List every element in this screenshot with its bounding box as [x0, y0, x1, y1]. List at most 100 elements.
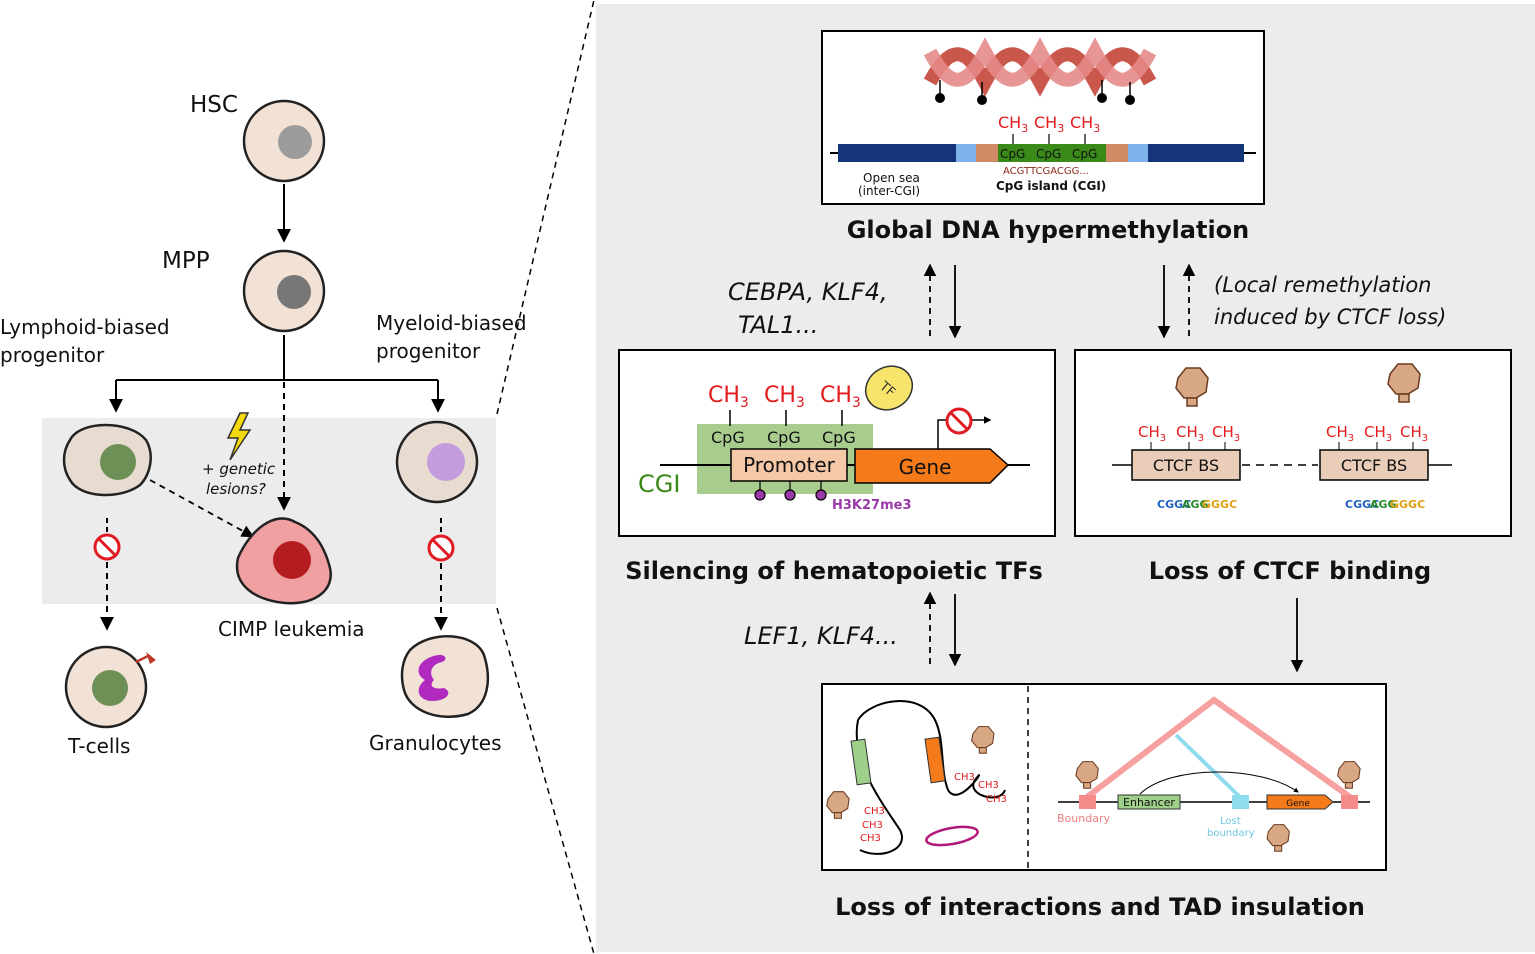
myeloid-label-1: Myeloid-biased	[376, 311, 527, 335]
promoter-box	[730, 448, 848, 482]
branch-lines	[109, 335, 445, 511]
tf-protein: TF	[864, 365, 914, 411]
tad-title: Loss of interactions and TAD insulation	[835, 893, 1365, 921]
svg-text:CH3: CH3	[1212, 423, 1240, 444]
zoom-line-bottom	[496, 607, 595, 954]
promoter-label: Promoter	[743, 453, 836, 477]
svg-text:CGGC: CGGC	[1345, 498, 1379, 511]
svg-text:CH3: CH3	[864, 806, 885, 817]
svg-text:AGG: AGG	[1370, 498, 1397, 511]
ctcf-bs-label-2: CTCF BS	[1341, 456, 1407, 475]
t-cell	[64, 645, 156, 729]
top-methyl-groups: CH3 CH3 CH3	[998, 113, 1100, 144]
loop-methyl-groups: CH3 CH3 CH3 CH3 CH3 CH3	[860, 772, 1007, 844]
svg-text:CGGC: CGGC	[1157, 498, 1191, 511]
open-sea-1: Open sea	[863, 171, 920, 185]
mid-cpg-labels: Promoter CpG	[711, 428, 745, 447]
tad-panel	[821, 683, 1387, 871]
svg-text:CH3: CH3	[1400, 423, 1428, 444]
global-hypermethylation-title: Global DNA hypermethylation	[847, 216, 1250, 244]
lost-boundary-1: Lost	[1220, 816, 1241, 827]
svg-text:CpG: CpG	[711, 428, 745, 447]
hsc-label: HSC	[190, 92, 238, 118]
boundary-left	[1079, 795, 1096, 809]
tad-triangle	[1085, 696, 1352, 800]
remethylation-note-2: induced by CTCF loss)	[1214, 305, 1446, 329]
cimp-leukemia-cell	[235, 517, 333, 605]
svg-text:CH3: CH3	[986, 794, 1007, 805]
open-sea-2: (inter-CGI)	[858, 184, 920, 198]
svg-text:GGGC: GGGC	[1390, 498, 1425, 511]
boundary-label: Boundary	[1057, 812, 1110, 825]
cgi-text: CGI	[638, 470, 680, 498]
svg-text:CH3: CH3	[862, 820, 883, 831]
svg-text:CH3: CH3	[860, 833, 881, 844]
svg-text:CH3: CH3	[954, 772, 975, 783]
cpg-2: CpG	[1036, 147, 1061, 161]
svg-text:CH3: CH3	[978, 780, 999, 791]
lost-boundary-box	[1232, 795, 1249, 809]
myeloid-label-2: progenitor	[376, 339, 481, 363]
lightning-icon	[226, 412, 252, 461]
tcells-label: T-cells	[67, 734, 130, 758]
tad-gene-box	[1266, 794, 1334, 810]
svg-text:CH3: CH3	[1070, 113, 1100, 135]
gene-label: Gene	[899, 455, 952, 479]
gene-arrow	[854, 448, 1010, 484]
genome-track	[830, 144, 1256, 162]
block-icon-lymphoid	[93, 533, 121, 561]
svg-text:CH3: CH3	[820, 383, 861, 411]
cpg-mid-2: CpG	[767, 428, 801, 447]
svg-text:CH3: CH3	[1176, 423, 1204, 444]
lymphoid-label-2: progenitor	[0, 343, 105, 367]
h3k27me3-marks	[754, 481, 827, 501]
chromatin-loop	[850, 700, 1006, 855]
genetic-lesions-2: lesions?	[206, 480, 266, 498]
svg-text:GGGC: GGGC	[1202, 498, 1237, 511]
genetic-lesions-1: + genetic	[202, 460, 276, 478]
granulocytes-label: Granulocytes	[369, 731, 502, 755]
tf-genes-2: TAL1...	[738, 311, 818, 339]
enhancer-box	[1117, 794, 1181, 810]
tss-arrow	[937, 416, 992, 449]
lymphoid-label-1: Lymphoid-biased	[0, 315, 170, 339]
hsc-cell	[242, 99, 326, 183]
transcription-blocked-icon	[945, 407, 973, 435]
ctcf-methyl-groups: CH3 CH3 CH3 CH3 CH3 CH3	[1138, 423, 1428, 450]
sequence-text: ACGTTCGACGG...	[1003, 166, 1089, 177]
block-icon-myeloid	[427, 534, 455, 562]
zoom-line-top	[496, 0, 595, 415]
ctcf-panel	[1074, 349, 1512, 537]
ctcf-bs-label-1: CTCF BS	[1153, 456, 1219, 475]
cimp-label: CIMP leukemia	[218, 617, 365, 641]
lymphoid-to-leukemia-arrow	[149, 479, 255, 538]
cpg-1: CpG	[1000, 147, 1025, 161]
mid-methyl-groups: CH3 CH3 CH3	[708, 383, 861, 426]
dna-helix	[923, 37, 1157, 105]
tf-silencing-title: Silencing of hematopoietic TFs	[625, 557, 1043, 585]
svg-text:CH3: CH3	[1034, 113, 1064, 135]
boundary-right	[1341, 795, 1358, 809]
mpp-label: MPP	[162, 248, 210, 274]
lost-boundary-2: boundary	[1207, 828, 1255, 839]
tf-genes-1: CEBPA, KLF4,	[728, 278, 888, 306]
remethylation-note-1: (Local remethylation	[1214, 273, 1432, 297]
myeloid-cell	[395, 420, 479, 504]
svg-text:CH3: CH3	[708, 383, 749, 411]
ctcf-bs-1	[1131, 449, 1241, 481]
cpg-3: CpG	[1072, 147, 1097, 161]
svg-text:CH3: CH3	[998, 113, 1028, 135]
svg-text:AGG: AGG	[1182, 498, 1209, 511]
tad-gene-label: Gene	[1286, 799, 1310, 809]
svg-text:CH3: CH3	[764, 383, 805, 411]
enhancer-label: Enhancer	[1123, 796, 1175, 809]
svg-text:CH3: CH3	[1138, 423, 1166, 444]
svg-text:CH3: CH3	[1326, 423, 1354, 444]
lymphoid-cell	[62, 423, 152, 497]
enhancer-gene-contact	[1139, 771, 1299, 795]
ctcf-bs-2	[1319, 449, 1429, 481]
